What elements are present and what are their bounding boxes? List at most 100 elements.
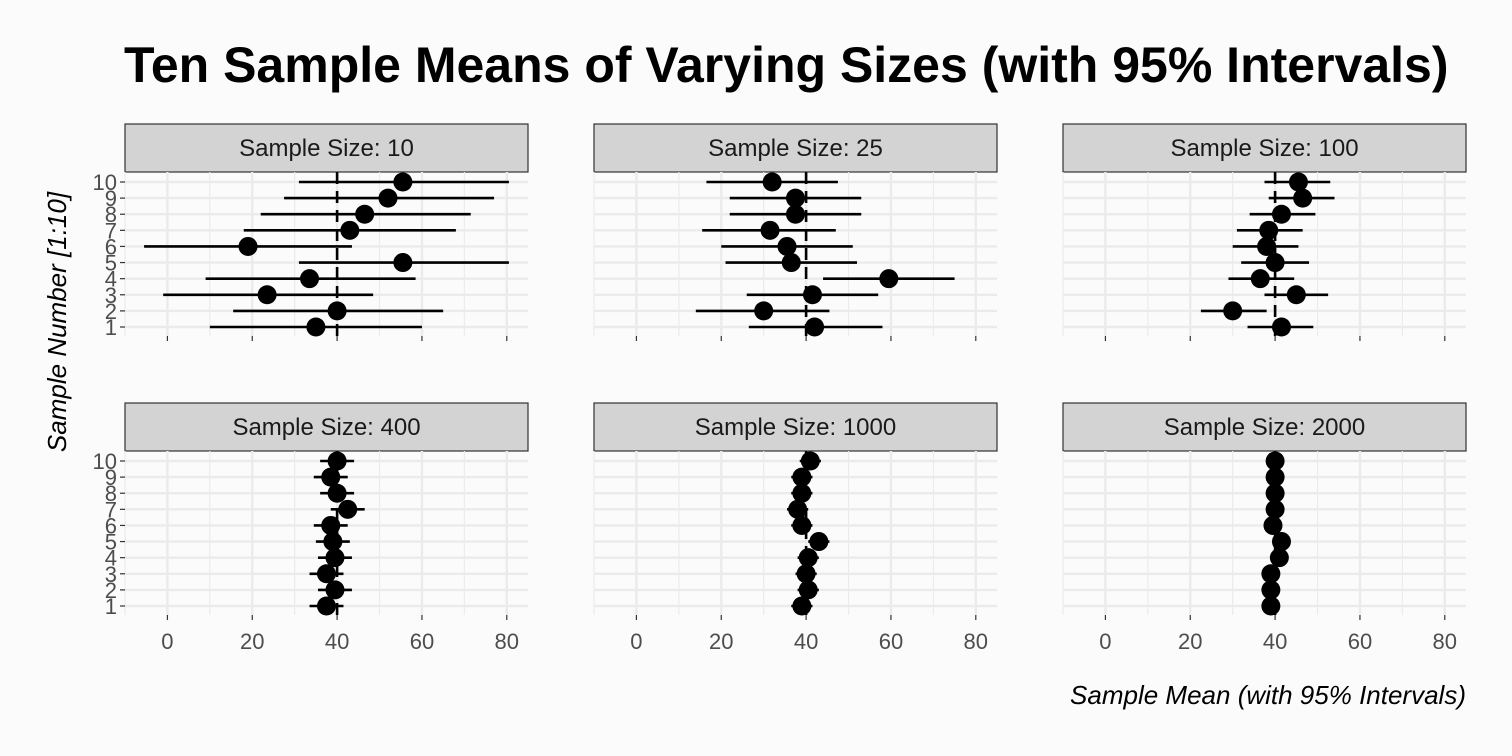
x-tick-label: 0 — [630, 629, 642, 654]
y-tick-label: 9 — [105, 186, 117, 211]
mean-point — [798, 580, 818, 600]
mean-point — [1261, 580, 1281, 600]
mean-point — [802, 285, 822, 305]
mean-point — [238, 236, 258, 256]
mean-point — [800, 451, 820, 471]
y-tick-label: 7 — [105, 218, 117, 243]
mean-point — [257, 285, 277, 305]
mean-point — [786, 204, 805, 224]
mean-point — [754, 301, 774, 321]
mean-point — [1271, 532, 1291, 552]
y-tick-label: 3 — [105, 283, 117, 308]
mean-point — [393, 253, 413, 273]
x-tick-label: 80 — [495, 629, 519, 654]
y-tick-label: 9 — [105, 465, 117, 490]
y-tick-label: 8 — [105, 202, 117, 227]
mean-point — [796, 564, 816, 584]
x-tick-label: 40 — [325, 629, 349, 654]
y-tick-label: 1 — [105, 594, 117, 619]
x-tick-label: 80 — [1433, 629, 1457, 654]
y-tick-label: 4 — [105, 546, 117, 571]
mean-point — [325, 548, 345, 568]
mean-point — [323, 532, 343, 552]
x-axis-title: Sample Mean (with 95% Intervals) — [1070, 680, 1466, 710]
mean-point — [1261, 564, 1281, 584]
panel-25: Sample Size: 25 — [593, 123, 998, 341]
mean-point — [781, 253, 801, 273]
mean-point — [325, 580, 345, 600]
facet-strip — [1062, 123, 1467, 173]
chart-title: Ten Sample Means of Varying Sizes (with … — [124, 37, 1449, 93]
mean-point — [1269, 548, 1289, 568]
facet-strip — [1062, 402, 1467, 452]
mean-point — [300, 269, 320, 289]
mean-point — [1271, 204, 1291, 224]
mean-point — [327, 451, 347, 471]
y-tick-label: 6 — [105, 513, 117, 538]
mean-point — [327, 301, 347, 321]
x-tick-label: 40 — [1263, 629, 1287, 654]
mean-point — [777, 236, 797, 256]
mean-point — [340, 220, 360, 240]
mean-point — [1293, 188, 1313, 208]
facet-strip — [124, 123, 529, 173]
x-tick-label: 60 — [410, 629, 434, 654]
mean-point — [1288, 172, 1308, 192]
y-tick-label: 5 — [105, 530, 117, 555]
y-tick-label: 1 — [105, 315, 117, 340]
y-tick-label: 3 — [105, 562, 117, 587]
mean-point — [355, 204, 375, 224]
mean-point — [317, 564, 336, 584]
mean-point — [792, 483, 812, 503]
x-tick-label: 0 — [161, 629, 173, 654]
mean-point — [1257, 236, 1277, 256]
x-tick-label: 20 — [709, 629, 733, 654]
mean-point — [317, 596, 336, 616]
mean-point — [760, 220, 780, 240]
x-tick-label: 60 — [1348, 629, 1372, 654]
mean-point — [762, 172, 782, 192]
mean-point — [1250, 269, 1270, 289]
panel-100: Sample Size: 100 — [1062, 123, 1467, 341]
x-tick-label: 80 — [964, 629, 988, 654]
facet-strip — [593, 123, 998, 173]
y-tick-label: 4 — [105, 267, 117, 292]
facet-strip-label: Sample Size: 100 — [1170, 135, 1358, 162]
y-tick-label: 10 — [93, 449, 117, 474]
mean-point — [1263, 515, 1283, 535]
mean-point — [809, 532, 829, 552]
facet-strip-label: Sample Size: 10 — [239, 135, 414, 162]
facet-strip-label: Sample Size: 400 — [232, 414, 420, 441]
mean-point — [879, 269, 899, 289]
mean-point — [1265, 499, 1285, 519]
panel-1000: Sample Size: 1000 0 20 40 60 80 — [593, 402, 998, 654]
y-axis-title: Sample Number [1:10] — [42, 191, 72, 452]
y-tick-label: 6 — [105, 234, 117, 259]
mean-point — [378, 188, 398, 208]
mean-point — [327, 483, 347, 503]
facet-strip-label: Sample Size: 1000 — [695, 414, 896, 441]
x-tick-label: 0 — [1099, 629, 1111, 654]
y-tick-label: 2 — [105, 299, 117, 324]
x-tick-label: 40 — [794, 629, 818, 654]
mean-point — [792, 515, 812, 535]
mean-point — [788, 499, 808, 519]
mean-point — [805, 317, 825, 337]
mean-point — [1265, 253, 1285, 273]
mean-point — [792, 596, 812, 616]
y-tick-label: 2 — [105, 578, 117, 603]
mean-point — [1265, 451, 1285, 471]
mean-point — [306, 317, 326, 337]
mean-point — [1286, 285, 1306, 305]
facet-strip-label: Sample Size: 2000 — [1164, 414, 1365, 441]
mean-point — [1223, 301, 1243, 321]
facet-strip-label: Sample Size: 25 — [708, 135, 883, 162]
panel-2000: Sample Size: 2000 0 20 40 60 80 — [1062, 402, 1467, 654]
facet-strip — [124, 402, 529, 452]
mean-point — [792, 467, 812, 487]
